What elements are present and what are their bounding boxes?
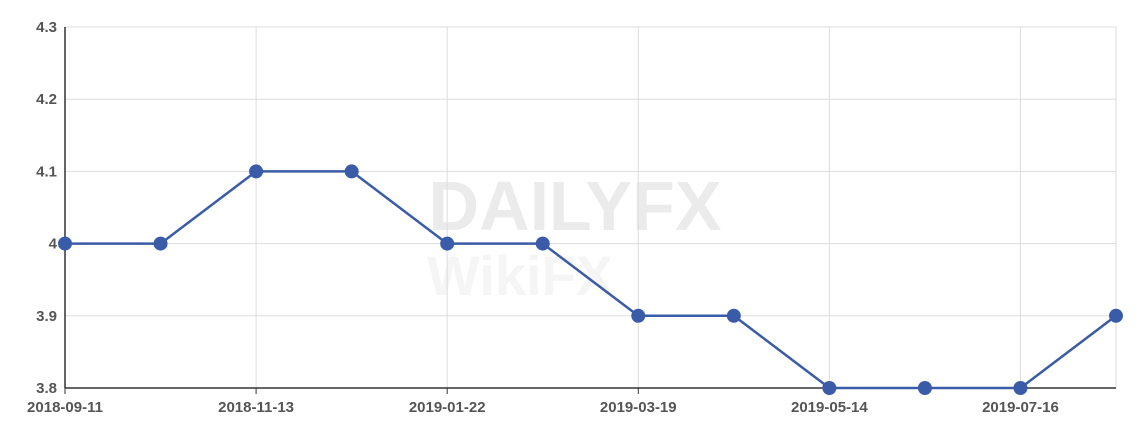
x-tick-label: 2019-05-14 bbox=[791, 399, 868, 416]
data-point bbox=[58, 236, 72, 251]
data-point bbox=[440, 236, 455, 251]
data-point bbox=[153, 236, 168, 251]
series-line bbox=[65, 170, 1117, 390]
data-point bbox=[631, 308, 646, 323]
data-point bbox=[1109, 308, 1123, 323]
x-tick-label: 2019-03-19 bbox=[600, 399, 677, 416]
y-tick-label: 3.8 bbox=[36, 380, 57, 397]
x-tick-label: 2019-01-22 bbox=[409, 399, 486, 416]
y-tick-label: 4.1 bbox=[36, 163, 57, 180]
watermark-wikifx: WikiFX bbox=[427, 244, 613, 307]
data-point bbox=[822, 381, 837, 395]
y-tick-label: 3.9 bbox=[36, 308, 57, 325]
x-tick-label: 2018-09-11 bbox=[27, 399, 103, 416]
data-point bbox=[726, 308, 741, 323]
data-point bbox=[1013, 381, 1028, 395]
y-tick-label: 4.2 bbox=[36, 91, 57, 108]
watermark-dailyfx: DAILYFX bbox=[428, 167, 721, 245]
data-point bbox=[917, 381, 932, 395]
data-point bbox=[535, 236, 550, 251]
data-point bbox=[249, 164, 264, 179]
x-tick-label: 2019-07-16 bbox=[982, 399, 1059, 416]
y-tick-label: 4 bbox=[49, 236, 58, 253]
x-tick-label: 2018-11-13 bbox=[218, 399, 294, 416]
y-tick-label: 4.3 bbox=[36, 19, 57, 36]
data-point bbox=[344, 164, 359, 179]
